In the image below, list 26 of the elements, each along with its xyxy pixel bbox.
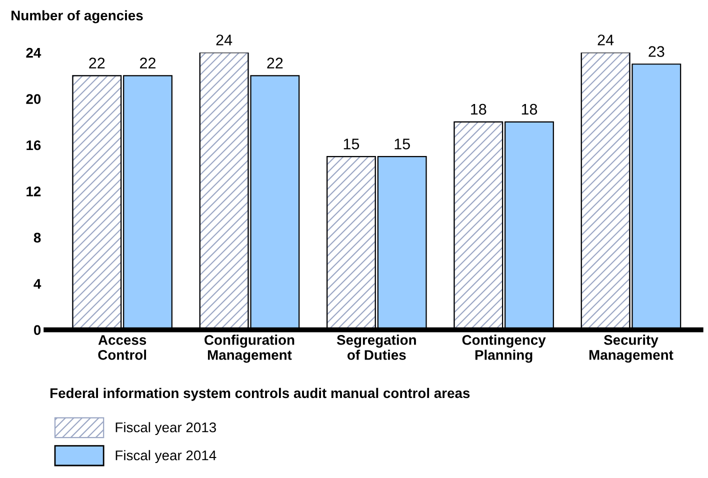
data-label: 15 bbox=[344, 138, 360, 150]
data-label: 23 bbox=[648, 46, 664, 57]
data-label: 18 bbox=[471, 104, 486, 115]
x-tick-label: Segregation of Duties bbox=[336, 334, 416, 360]
y-tick-label: 24 bbox=[26, 48, 42, 58]
data-label: 15 bbox=[394, 138, 410, 150]
data-label: 18 bbox=[522, 104, 538, 115]
data-label: 24 bbox=[598, 34, 614, 46]
legend-label: Fiscal year 2013 bbox=[116, 422, 216, 436]
x-tick-label: Access Control bbox=[98, 335, 146, 360]
data-label: 22 bbox=[89, 58, 105, 68]
data-label: 22 bbox=[140, 58, 156, 68]
y-axis-title: Number of agencies bbox=[12, 10, 143, 24]
y-tick-label: 4 bbox=[34, 279, 42, 289]
y-tick-label: 12 bbox=[26, 186, 41, 196]
x-tick-label: Contingency Planning bbox=[462, 334, 546, 363]
x-tick-label: Configuration Management bbox=[204, 334, 294, 363]
x-axis-title: Federal information system controls audit manual control areas bbox=[50, 388, 470, 401]
y-tick-label: 16 bbox=[26, 140, 41, 150]
y-tick-label: 0 bbox=[34, 325, 41, 335]
legend-label: Fiscal year 2014 bbox=[116, 450, 216, 464]
y-tick-label: 20 bbox=[26, 94, 41, 104]
x-tick-label: Security Management bbox=[589, 334, 674, 363]
data-label: 24 bbox=[216, 34, 232, 46]
data-label: 22 bbox=[267, 58, 283, 68]
y-tick-label: 8 bbox=[34, 232, 41, 243]
